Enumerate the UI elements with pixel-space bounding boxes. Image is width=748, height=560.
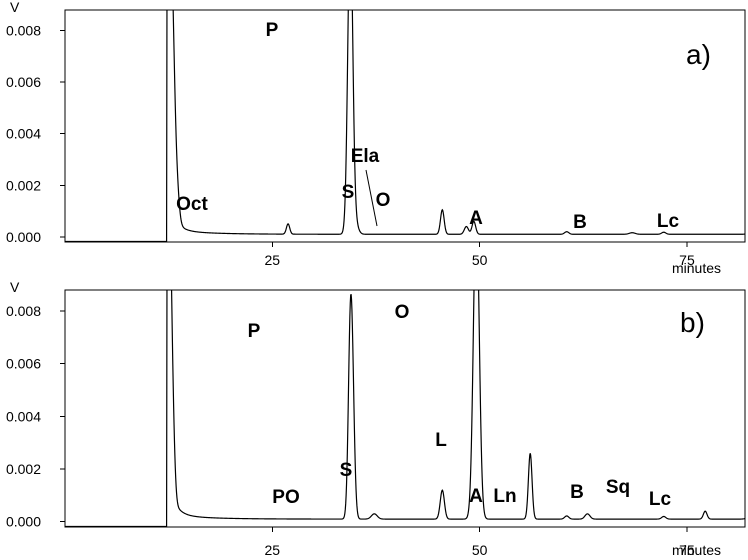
peak-label-po: PO (272, 487, 299, 508)
x-axis-unit: minutes (672, 542, 721, 558)
peak-label-b: B (573, 212, 587, 233)
x-axis-unit: minutes (672, 260, 721, 276)
peak-label-b: B (570, 482, 584, 503)
y-tick-label: 0.004 (6, 126, 41, 142)
peak-label-p: P (266, 20, 279, 41)
peak-label-s: S (342, 182, 355, 203)
peak-label-p: P (248, 321, 261, 342)
y-axis-unit: V (10, 0, 20, 15)
peak-label-lc: Lc (657, 211, 680, 232)
chromatogram-trace (65, 10, 745, 242)
panel-label: a) (686, 39, 711, 70)
y-tick-label: 0.006 (6, 356, 41, 372)
x-tick-label: 25 (265, 252, 281, 268)
peak-label-oct: Oct (176, 194, 208, 215)
y-tick-label: 0.002 (6, 177, 41, 193)
y-tick-label: 0.000 (6, 229, 41, 245)
x-tick-label: 75 (679, 252, 695, 268)
x-tick-label: 50 (472, 542, 488, 558)
y-tick-label: 0.008 (6, 303, 41, 319)
x-tick-label: 75 (679, 542, 695, 558)
y-tick-label: 0.004 (6, 408, 41, 424)
peak-label-lc: Lc (649, 489, 672, 510)
peak-label-o: O (395, 302, 410, 323)
plot-frame (64, 289, 746, 528)
x-tick-label: 50 (472, 252, 488, 268)
peak-label-sq: Sq (606, 477, 630, 498)
y-tick-label: 0.008 (6, 23, 41, 39)
y-tick-label: 0.002 (6, 461, 41, 477)
panel-label: b) (680, 307, 705, 338)
peak-label-a: A (469, 208, 483, 229)
x-tick-label: 25 (265, 542, 281, 558)
plot-frame (64, 9, 746, 243)
peak-label-s: S (340, 460, 353, 481)
peak-label-o: O (376, 190, 391, 211)
y-tick-label: 0.000 (6, 514, 41, 530)
peak-label-ln: Ln (493, 486, 516, 507)
y-tick-label: 0.006 (6, 74, 41, 90)
peak-label-l: L (435, 430, 447, 451)
peak-leader-line (365, 169, 378, 227)
peak-label-a: A (469, 486, 483, 507)
y-axis-unit: V (10, 279, 20, 295)
peak-label-ela: Ela (351, 146, 380, 167)
chromatogram-trace (65, 290, 745, 527)
